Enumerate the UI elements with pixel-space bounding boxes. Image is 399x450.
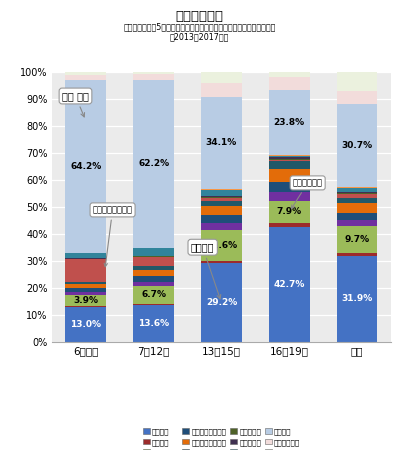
Bar (337, 203, 377, 213)
Text: 6.7%: 6.7% (141, 290, 166, 299)
Bar (65, 259, 106, 282)
Bar (201, 201, 242, 206)
Bar (201, 72, 242, 83)
Legend: 信号無視, 通行区分, 横断歩道以外, 斜め横断, 駐車車両の直前後, 走行車両の直前後, 横断禁止場所, 幼児のひとり歩き, 踏切不注意, 酩酊・徘徊, 路上: 信号無視, 通行区分, 横断歩道以外, 斜め横断, 駐車車両の直前後, 走行車両… (141, 427, 302, 450)
Bar (269, 77, 310, 90)
Bar (269, 192, 310, 201)
Bar (269, 159, 310, 160)
Bar (133, 74, 174, 80)
Bar (201, 206, 242, 216)
Bar (201, 261, 242, 263)
Bar (269, 155, 310, 156)
Bar (65, 80, 106, 253)
Bar (201, 230, 242, 261)
Bar (337, 104, 377, 187)
Bar (269, 158, 310, 159)
Bar (133, 266, 174, 270)
Text: 64.2%: 64.2% (70, 162, 101, 171)
Bar (133, 257, 174, 266)
Bar (269, 182, 310, 192)
Text: 交通事故件数: 交通事故件数 (176, 10, 223, 23)
Bar (269, 156, 310, 157)
Bar (133, 270, 174, 276)
Bar (133, 248, 174, 256)
Bar (65, 284, 106, 288)
Bar (337, 256, 377, 342)
Bar (337, 226, 377, 252)
Bar (133, 276, 174, 282)
Text: 7.9%: 7.9% (277, 207, 302, 216)
Text: 飛び 出し: 飛び 出し (62, 91, 89, 117)
Text: 11.6%: 11.6% (206, 241, 237, 250)
Bar (337, 220, 377, 226)
Bar (201, 263, 242, 342)
Bar (337, 193, 377, 194)
Bar (337, 252, 377, 256)
Bar (201, 190, 242, 197)
Bar (65, 282, 106, 284)
Text: 30.7%: 30.7% (342, 141, 373, 150)
Bar (65, 75, 106, 80)
Bar (133, 72, 174, 74)
Text: （2013～2017年）: （2013～2017年） (170, 32, 229, 41)
Bar (133, 286, 174, 304)
Bar (201, 197, 242, 198)
Text: 34.1%: 34.1% (206, 138, 237, 147)
Bar (201, 97, 242, 189)
Text: 幼児のひとり歩き: 幼児のひとり歩き (93, 205, 132, 267)
Bar (201, 83, 242, 97)
Text: 31.9%: 31.9% (342, 294, 373, 303)
Bar (269, 223, 310, 227)
Text: 13.0%: 13.0% (70, 320, 101, 329)
Text: 23.8%: 23.8% (274, 118, 305, 127)
Bar (337, 91, 377, 104)
Bar (337, 194, 377, 198)
Bar (269, 227, 310, 342)
Bar (201, 216, 242, 223)
Bar (337, 189, 377, 193)
Bar (269, 160, 310, 161)
Bar (133, 80, 174, 248)
Text: 13.6%: 13.6% (138, 319, 169, 328)
Bar (337, 187, 377, 189)
Bar (65, 253, 106, 258)
Bar (269, 90, 310, 155)
Bar (201, 198, 242, 201)
Bar (269, 161, 310, 169)
Bar (133, 304, 174, 305)
Bar (65, 292, 106, 295)
Bar (65, 295, 106, 306)
Bar (65, 288, 106, 292)
Bar (65, 72, 106, 75)
Bar (337, 198, 377, 203)
Bar (337, 213, 377, 220)
Bar (133, 305, 174, 342)
Text: （第一当事者、5年間累計、年齢層別・歩行者の違反別、全件数比率）: （第一当事者、5年間累計、年齢層別・歩行者の違反別、全件数比率） (123, 22, 276, 32)
Bar (201, 189, 242, 190)
Bar (269, 72, 310, 77)
Bar (337, 72, 377, 91)
Bar (133, 282, 174, 286)
Text: 9.7%: 9.7% (345, 235, 369, 244)
Bar (65, 306, 106, 307)
Bar (133, 256, 174, 257)
Bar (269, 201, 310, 223)
Bar (269, 169, 310, 182)
Text: 信号無視: 信号無視 (191, 242, 221, 299)
Text: 3.9%: 3.9% (73, 296, 98, 305)
Text: 42.7%: 42.7% (274, 280, 305, 289)
Bar (65, 307, 106, 342)
Bar (201, 223, 242, 230)
Text: 29.2%: 29.2% (206, 298, 237, 307)
Text: 横断歩道以外: 横断歩道以外 (291, 178, 323, 209)
Text: 62.2%: 62.2% (138, 159, 169, 168)
